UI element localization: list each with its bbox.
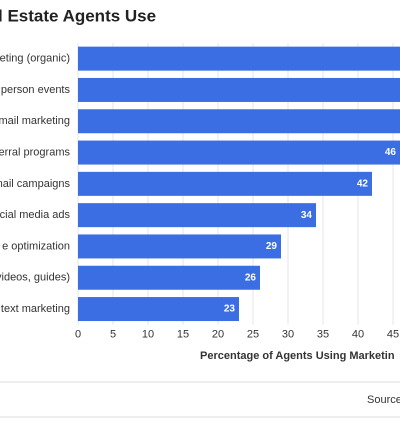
- y-tick-label: eting (organic): [0, 53, 70, 65]
- y-tick-label: text marketing: [1, 303, 70, 315]
- y-tick-label: erral programs: [0, 146, 70, 158]
- x-tick-label: 40: [352, 329, 364, 341]
- bar: [78, 46, 400, 71]
- value-label: 29: [266, 241, 278, 252]
- footer: Source: [367, 394, 400, 406]
- bar: [78, 234, 281, 259]
- x-tick-label: 0: [75, 329, 81, 341]
- bar: [78, 297, 239, 322]
- x-tick-label: 20: [212, 329, 224, 341]
- bar: [78, 109, 400, 134]
- y-tick-label: (videos, guides): [0, 272, 70, 284]
- y-tick-label: cial media ads: [0, 209, 70, 221]
- value-label: 42: [357, 178, 369, 189]
- chart-title: l Estate Agents Use: [0, 6, 156, 25]
- x-tick-label: 35: [317, 329, 329, 341]
- x-tick-label: 5: [110, 329, 116, 341]
- value-label: 26: [245, 272, 257, 283]
- value-label: 34: [301, 210, 313, 221]
- value-label: 23: [224, 304, 236, 315]
- bar: [78, 203, 316, 228]
- y-tick-label: person events: [1, 84, 71, 96]
- bar: [78, 265, 260, 290]
- x-tick-label: 45: [387, 329, 399, 341]
- value-label: 46: [385, 147, 397, 158]
- x-axis-label: Percentage of Agents Using Marketin: [200, 350, 395, 362]
- y-tick-label: e optimization: [2, 240, 70, 252]
- y-tick-label: mail campaigns: [0, 178, 70, 190]
- x-tick-label: 15: [177, 329, 189, 341]
- x-tick-label: 30: [282, 329, 294, 341]
- bar: [78, 140, 400, 165]
- x-tick-label: 25: [247, 329, 259, 341]
- bar: [78, 171, 372, 196]
- bar: [78, 77, 400, 102]
- y-tick-label: mail marketing: [0, 115, 70, 127]
- x-tick-label: 10: [142, 329, 154, 341]
